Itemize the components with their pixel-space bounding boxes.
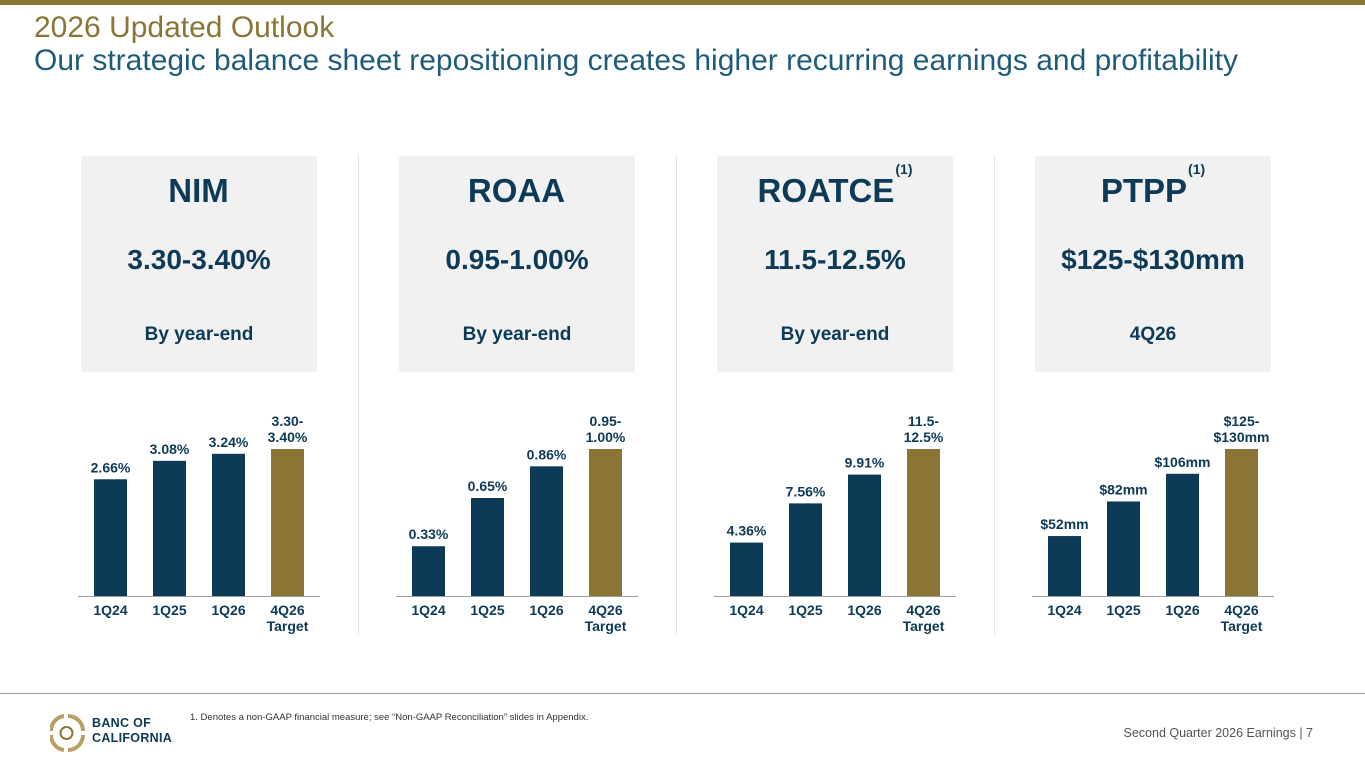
bar [1048,536,1081,596]
bar [412,546,445,596]
bar-value-label: $82mm [1099,481,1147,497]
column-divider [358,155,359,635]
x-tick-label: 1Q24 [1047,602,1081,618]
panel-value: $125-$130mm [1061,244,1245,275]
bar-value-label: 3.30-3.40% [268,413,308,445]
bar [1107,501,1140,596]
ptpp-bar-chart: $52mm 1Q24 $82mm 1Q25 $106mm 1Q26 $125-$130mm 4… [1032,413,1274,634]
bar [789,503,822,596]
panel-roatce: ROATCE(1) 11.5-12.5% By year-end [717,156,953,372]
panel-value: 0.95-1.00% [445,244,589,275]
bar [212,453,245,596]
column-divider [676,155,677,635]
bar-value-label: 0.33% [409,526,449,542]
bar-value-label: $106mm [1154,454,1210,470]
x-tick-label: 4Q26 Target [267,602,309,634]
panel-value: 3.30-3.40% [127,244,271,275]
slide-subtitle: Our strategic balance sheet repositionin… [34,44,1238,77]
logo-line-2: CALIFORNIA [92,731,173,745]
bar-target [271,449,304,596]
panel-value: 11.5-12.5% [764,244,906,275]
bar-value-label: 0.95-1.00% [586,413,626,445]
bar-target [907,449,940,596]
panel-title: ROATCE(1) [757,161,913,209]
x-tick-label: 4Q26 Target [903,602,945,634]
panel-nim: NIM 3.30-3.40% By year-end [81,156,317,372]
x-tick-label: 1Q26 [211,602,245,618]
top-accent-bar [0,0,1365,5]
bar-value-label: $52mm [1040,516,1088,532]
bar [1166,473,1199,596]
column-divider [994,155,995,635]
footer-rule [0,693,1365,694]
x-tick-label: 1Q25 [470,602,504,618]
nim-bar-chart: 2.66% 1Q24 3.08% 1Q25 3.24% 1Q26 3.30-3.40% 4Q2… [78,413,320,634]
bar [471,498,504,596]
bar-target [589,449,622,596]
x-tick-label: 1Q26 [847,602,881,618]
bar-value-label: 2.66% [91,459,131,475]
panel-note: By year-end [462,324,572,345]
panel-note: By year-end [144,324,254,345]
panel-note: 4Q26 [1129,324,1177,345]
x-tick-label: 1Q24 [93,602,127,618]
x-tick-label: 1Q25 [1106,602,1140,618]
bar-value-label: 7.56% [786,483,826,499]
x-tick-label: 4Q26 Target [1221,602,1263,634]
panel-title: NIM [168,172,229,209]
logo-line-1: BANC OF [92,716,152,730]
bar-value-label: 11.5-12.5% [904,413,944,445]
bar [94,479,127,596]
x-tick-label: 1Q24 [411,602,445,618]
x-tick-label: 1Q25 [788,602,822,618]
roaa-bar-chart: 0.33% 1Q24 0.65% 1Q25 0.86% 1Q26 0.95-1.00% 4Q2… [396,413,638,634]
bar-value-label: 9.91% [845,455,885,471]
bar [730,542,763,596]
bar-value-label: 3.08% [150,441,190,457]
x-tick-label: 1Q26 [1165,602,1199,618]
slide-title: 2026 Updated Outlook [34,11,335,44]
banc-of-california-logo-icon [50,714,85,752]
panel-roaa: ROAA 0.95-1.00% By year-end [399,156,635,372]
bar-value-label: 4.36% [727,523,767,539]
bar [153,460,186,596]
x-tick-label: 1Q26 [529,602,563,618]
bar [530,466,563,596]
panel-title: PTPP(1) [1100,161,1206,209]
roatce-bar-chart: 4.36% 1Q24 7.56% 1Q25 9.91% 1Q26 11.5-12.5% 4Q2… [714,413,956,634]
panel-ptpp: PTPP(1) $125-$130mm 4Q26 [1035,156,1271,372]
logo-wordmark: BANC OF CALIFORNIA [92,716,172,746]
bar-value-label: $125-$130mm [1213,413,1269,445]
bar [848,474,881,596]
bar-target [1225,449,1258,596]
bar-value-label: 3.24% [209,434,249,450]
bar-value-label: 0.65% [468,478,508,494]
footer-page-info: Second Quarter 2026 Earnings | 7 [1123,726,1313,740]
x-tick-label: 1Q24 [729,602,763,618]
panel-note: By year-end [780,324,890,345]
footnote: 1. Denotes a non-GAAP financial measure;… [190,712,589,723]
panel-title: ROAA [467,172,566,209]
x-tick-label: 1Q25 [152,602,186,618]
bar-value-label: 0.86% [527,446,567,462]
x-tick-label: 4Q26 Target [585,602,627,634]
